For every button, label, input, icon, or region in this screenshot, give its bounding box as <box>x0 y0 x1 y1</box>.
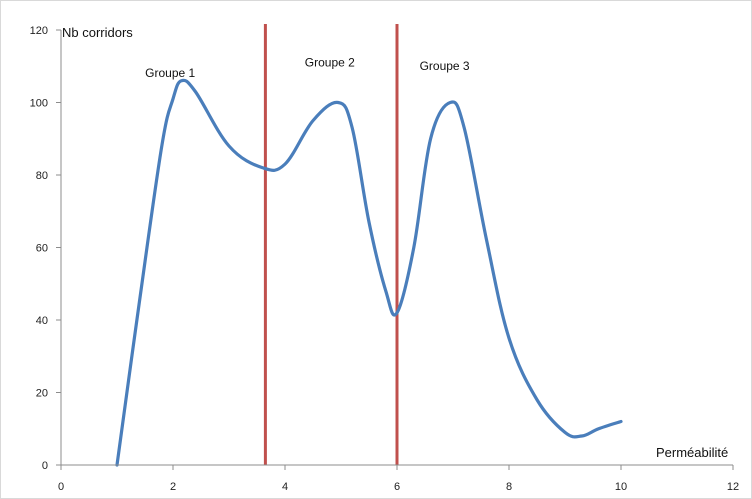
annotations-layer: Groupe 1 Groupe 2 Groupe 3 <box>145 55 470 80</box>
x-tick-label: 2 <box>170 481 176 493</box>
x-axis: 0 2 4 6 8 10 12 <box>58 465 739 493</box>
x-tick-label: 10 <box>615 481 627 493</box>
series-line <box>117 80 621 465</box>
y-axis: 0 20 40 60 80 100 120 <box>30 25 61 472</box>
y-axis-title: Nb corridors <box>62 25 133 40</box>
group-annotation-label: Groupe 2 <box>305 55 355 69</box>
x-tick-label: 8 <box>506 481 512 493</box>
y-tick-label: 0 <box>42 460 48 472</box>
y-tick-label: 80 <box>36 170 48 182</box>
y-tick-label: 120 <box>30 25 48 37</box>
y-tick-label: 60 <box>36 243 48 255</box>
x-tick-label: 0 <box>58 481 64 493</box>
x-axis-title: Perméabilité <box>656 445 728 460</box>
dividers-layer <box>265 24 397 465</box>
series-layer <box>117 80 621 465</box>
group-annotation-label: Groupe 3 <box>420 59 470 73</box>
x-tick-label: 4 <box>282 481 288 493</box>
y-tick-label: 40 <box>36 315 48 327</box>
x-tick-label: 12 <box>727 481 739 493</box>
group-annotation-label: Groupe 1 <box>145 66 195 80</box>
y-tick-label: 100 <box>30 98 48 110</box>
y-tick-label: 20 <box>36 388 48 400</box>
x-tick-label: 6 <box>394 481 400 493</box>
